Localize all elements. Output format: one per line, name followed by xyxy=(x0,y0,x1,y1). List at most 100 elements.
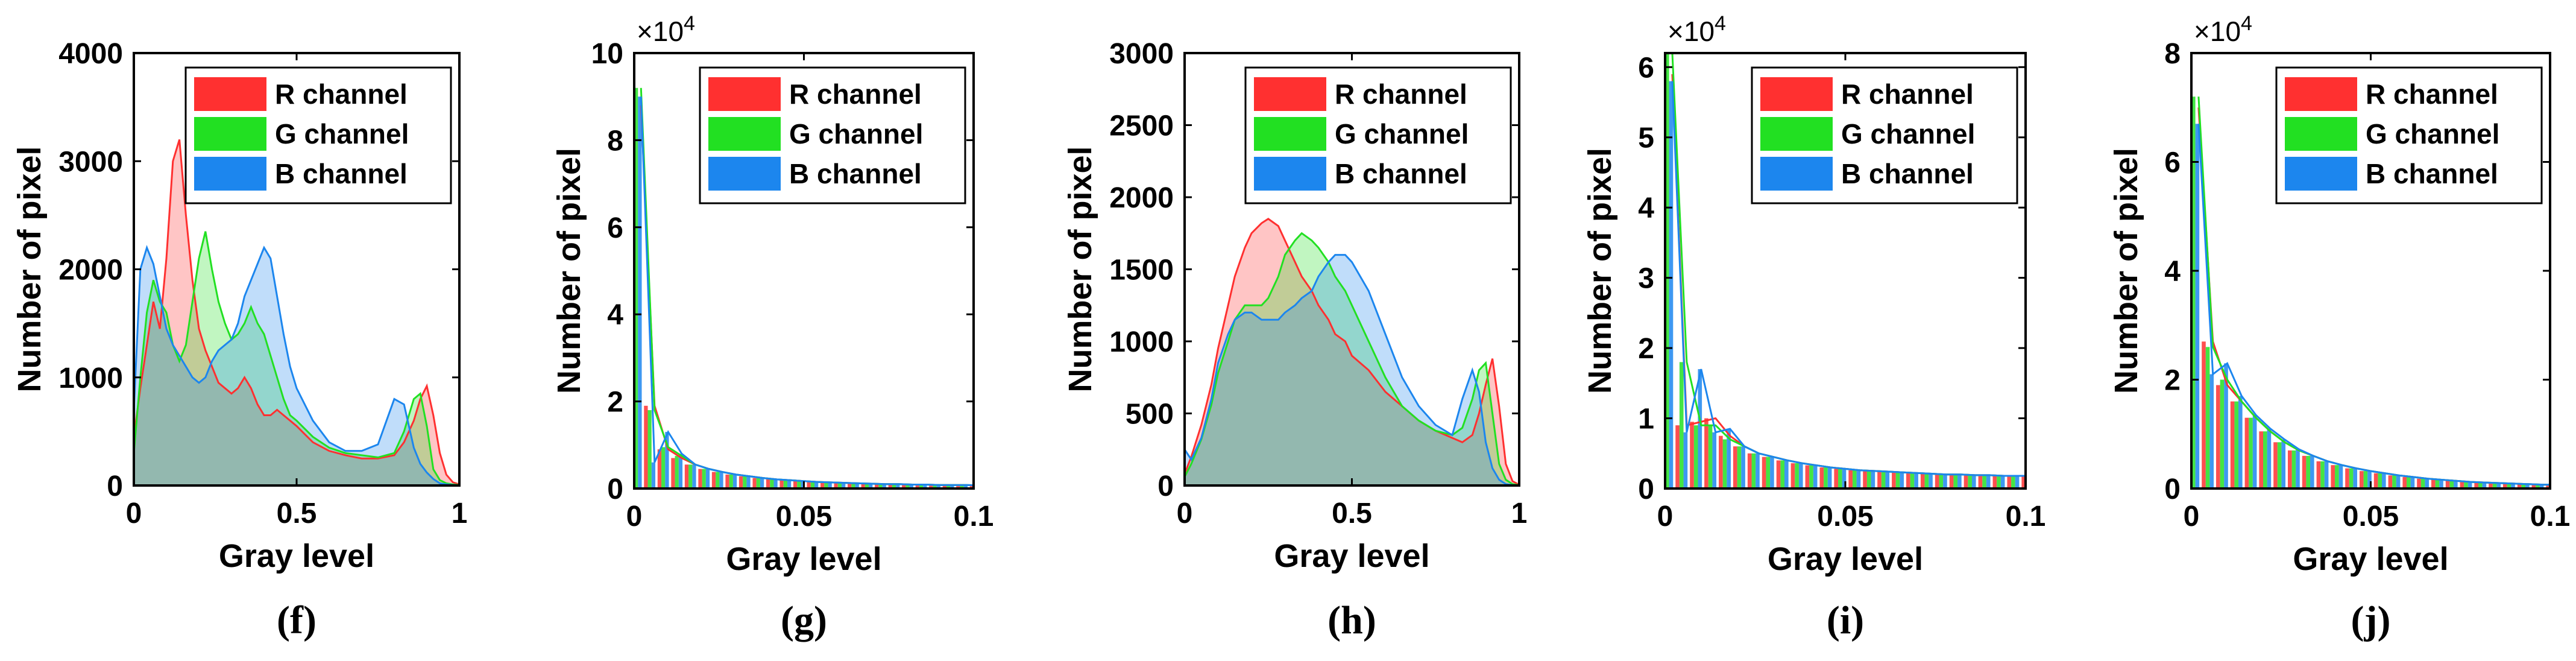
y-tick-label-i-6: 6 xyxy=(1638,52,1654,84)
bar-g-B-6 xyxy=(719,472,723,489)
bar-i-R-1 xyxy=(1675,425,1680,489)
x-axis-label-i: Gray level xyxy=(1768,541,1923,577)
bar-j-B-16 xyxy=(2425,478,2430,489)
legend-swatch-j-R xyxy=(2285,77,2357,111)
bar-g-G-6 xyxy=(716,472,720,489)
bar-g-B-7 xyxy=(732,474,737,489)
bar-g-B-4 xyxy=(692,464,696,489)
bar-g-G-1 xyxy=(647,410,652,489)
bar-i-R-11 xyxy=(1819,467,1824,489)
x-tick-label-h-0: 0 xyxy=(1177,498,1193,530)
line-h-R xyxy=(1185,218,1519,485)
bar-j-R-25 xyxy=(2546,484,2550,489)
bar-g-G-19 xyxy=(892,484,896,489)
bar-g-B-13 xyxy=(814,482,819,489)
bar-i-G-1 xyxy=(1679,362,1684,489)
bar-j-R-7 xyxy=(2287,450,2292,489)
y-tick-label-j-1: 2 xyxy=(2164,365,2181,397)
bar-g-R-13 xyxy=(807,482,811,489)
bar-i-B-14 xyxy=(1871,470,1875,489)
bar-g-G-12 xyxy=(797,481,801,489)
bar-i-G-13 xyxy=(1852,470,1857,489)
y-tick-label-j-4: 8 xyxy=(2164,38,2181,70)
bar-g-G-14 xyxy=(824,482,828,489)
bar-g-G-0 xyxy=(634,87,638,489)
bar-g-B-14 xyxy=(828,482,832,489)
bar-j-R-3 xyxy=(2230,401,2235,489)
bar-j-G-24 xyxy=(2536,484,2540,489)
bar-i-B-4 xyxy=(1727,429,1731,489)
bar-i-B-12 xyxy=(1842,469,1847,489)
panel-label-h: (h) xyxy=(1327,598,1376,642)
x-axis-label-h: Gray level xyxy=(1274,538,1429,574)
x-tick-label-j-2: 0.1 xyxy=(2530,501,2571,533)
bar-j-B-6 xyxy=(2281,439,2286,489)
legend-swatch-i-B xyxy=(1760,157,1833,191)
line-g-B xyxy=(640,96,974,487)
bar-g-B-11 xyxy=(787,480,792,489)
bar-g-R-12 xyxy=(793,481,798,489)
line-h-B xyxy=(1185,254,1519,485)
bar-g-B-23 xyxy=(950,485,954,489)
y-tick-label-g-2: 4 xyxy=(607,299,623,331)
bar-g-B-24 xyxy=(963,485,968,489)
bar-i-B-16 xyxy=(1900,472,1904,489)
bar-j-G-20 xyxy=(2478,482,2483,489)
bar-j-R-21 xyxy=(2489,482,2493,489)
y-tick-label-h-6: 3000 xyxy=(1109,38,1174,70)
bar-j-G-10 xyxy=(2335,465,2339,489)
bar-g-G-3 xyxy=(675,455,679,489)
bar-j-R-19 xyxy=(2460,482,2464,489)
y-tick-label-f-0: 0 xyxy=(107,470,123,502)
bar-j-R-23 xyxy=(2517,484,2522,489)
y-tick-label-h-1: 500 xyxy=(1126,399,1174,431)
legend-label-g-B: B channel xyxy=(789,158,922,189)
bar-g-G-9 xyxy=(756,478,760,489)
x-tick-label-g-0: 0 xyxy=(626,501,643,533)
line-i-B xyxy=(1671,81,2026,477)
bar-i-B-22 xyxy=(1986,475,1991,489)
bar-g-R-21 xyxy=(915,484,919,489)
bar-i-R-5 xyxy=(1733,446,1737,489)
bar-g-B-25 xyxy=(977,485,981,489)
y-axis-label-h: Number of pixel xyxy=(1062,146,1098,392)
bar-j-B-25 xyxy=(2554,485,2559,489)
bar-g-G-2 xyxy=(661,447,666,489)
legend-label-j-R: R channel xyxy=(2366,78,2498,110)
x-tick-label-f-1: 0.5 xyxy=(277,498,317,530)
bar-g-R-24 xyxy=(956,485,960,489)
bar-g-R-23 xyxy=(942,485,946,489)
bar-i-B-17 xyxy=(1914,473,1918,489)
bar-g-R-14 xyxy=(820,482,825,489)
bar-g-B-10 xyxy=(773,479,778,489)
bar-i-B-2 xyxy=(1698,369,1702,489)
y-tick-label-i-4: 4 xyxy=(1638,192,1654,224)
exponent-label-j: ×104 xyxy=(2194,12,2252,47)
x-tick-label-h-2: 1 xyxy=(1511,498,1528,530)
bar-i-G-11 xyxy=(1824,467,1828,489)
bar-i-B-10 xyxy=(1813,465,1818,489)
bar-j-B-10 xyxy=(2338,465,2343,489)
bar-i-G-7 xyxy=(1766,457,1771,489)
panel-label-g: (g) xyxy=(781,598,827,642)
bar-g-B-12 xyxy=(801,481,805,489)
panel-g: 0 0.05 0.1 0 2 4 6 8 10 ×104 Gray level Number of p… xyxy=(551,12,994,642)
plot-area-f xyxy=(134,139,459,485)
x-tick-label-f-2: 1 xyxy=(452,498,468,530)
plot-area-g xyxy=(634,87,981,489)
bar-g-R-25 xyxy=(969,485,974,489)
bar-g-R-11 xyxy=(779,480,784,489)
bar-g-G-16 xyxy=(851,483,855,489)
bar-i-B-25 xyxy=(2030,476,2034,489)
bar-i-R-13 xyxy=(1848,470,1853,489)
line-f-R xyxy=(134,139,459,485)
bar-j-R-17 xyxy=(2431,479,2436,489)
legend-label-i-B: B channel xyxy=(1841,158,1974,189)
area-f-B xyxy=(134,247,459,485)
legend-swatch-j-B xyxy=(2285,157,2357,191)
bar-g-B-17 xyxy=(869,484,873,489)
bar-i-R-9 xyxy=(1790,463,1795,489)
area-h-R xyxy=(1185,218,1519,485)
bar-i-R-6 xyxy=(1747,453,1752,489)
bar-i-R-25 xyxy=(2021,476,2026,489)
